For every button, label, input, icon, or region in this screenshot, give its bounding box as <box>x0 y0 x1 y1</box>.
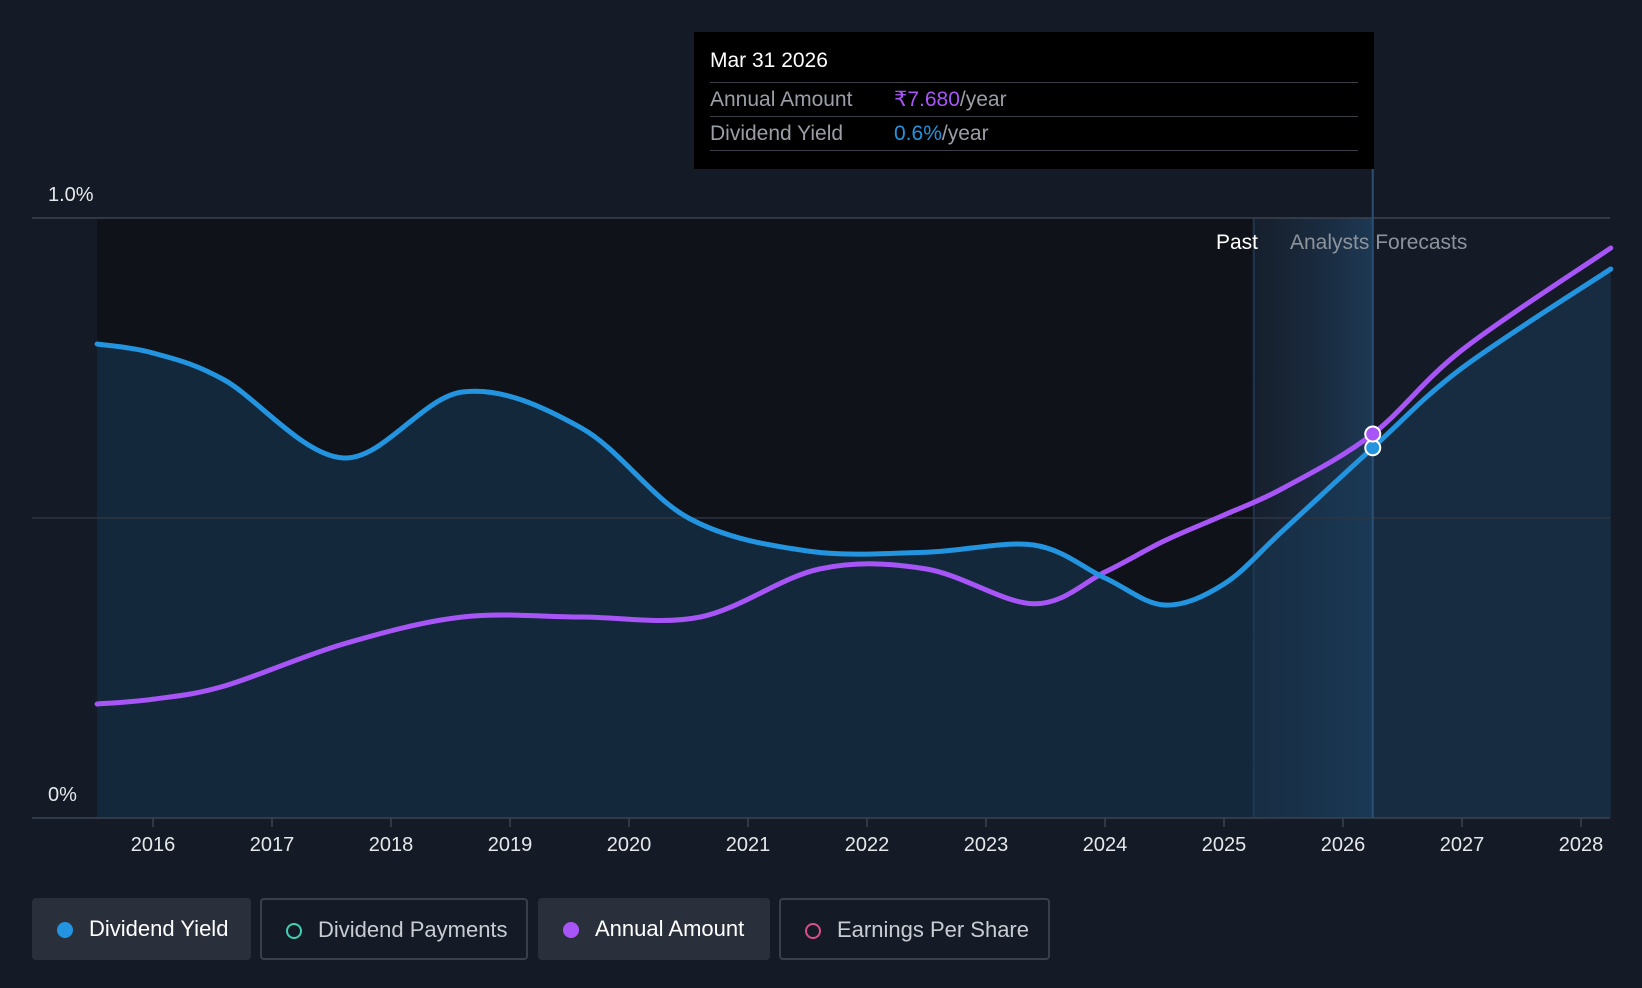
x-axis-ticks: 2016 2017 2018 2019 2020 2021 2022 2023 2024 2025… <box>131 818 1604 856</box>
chart-tooltip: Mar 31 2026 Annual Amount ₹7.680/year Div… <box>694 32 1374 169</box>
x-tick-label: 2023 <box>964 834 1009 856</box>
legend-label: Annual Amount <box>595 916 745 941</box>
dividend-yield-marker[interactable] <box>1364 439 1382 457</box>
tooltip-annual-amount-value: ₹7.680 <box>894 88 960 111</box>
x-tick-label: 2027 <box>1440 834 1485 856</box>
x-tick-label: 2024 <box>1083 834 1128 856</box>
legend-item-dividend-yield[interactable]: Dividend Yield <box>32 898 251 960</box>
dividend-yield-line <box>94 266 1614 608</box>
x-tick-label: 2018 <box>369 834 414 856</box>
x-tick-label: 2028 <box>1559 834 1604 856</box>
legend-item-annual-amount[interactable]: Annual Amount <box>538 898 770 960</box>
y-tick-label-top: 1.0% <box>48 184 94 206</box>
tooltip-date: Mar 31 2026 <box>710 46 1358 83</box>
tooltip-dividend-yield-row: Dividend Yield 0.6%/year <box>710 117 1358 151</box>
legend-label: Dividend Yield <box>89 916 229 941</box>
forecast-label: Analysts Forecasts <box>1290 231 1467 254</box>
annual-amount-marker[interactable] <box>1364 425 1382 443</box>
legend-dot-icon <box>286 923 302 939</box>
legend-item-earnings-per-share[interactable]: Earnings Per Share <box>779 898 1050 960</box>
y-tick-label-bottom: 0% <box>48 784 77 806</box>
legend-dot-icon <box>563 922 579 938</box>
x-tick-label: 2019 <box>488 834 533 856</box>
tooltip-annual-amount-label: Annual Amount <box>710 88 853 111</box>
annual-amount-line <box>94 245 1614 707</box>
dividend-yield-area <box>97 269 1611 818</box>
tooltip-annual-amount-unit: /year <box>959 88 1007 111</box>
x-tick-label: 2021 <box>726 834 771 856</box>
tooltip-annual-amount-row: Annual Amount ₹7.680/year <box>710 83 1358 117</box>
legend-item-dividend-payments[interactable]: Dividend Payments <box>260 898 528 960</box>
past-label: Past <box>1216 231 1258 254</box>
x-tick-label: 2025 <box>1202 834 1247 856</box>
x-tick-label: 2026 <box>1321 834 1366 856</box>
x-tick-label: 2017 <box>250 834 295 856</box>
legend-dot-icon <box>57 922 73 938</box>
x-tick-label: 2020 <box>607 834 652 856</box>
tooltip-dividend-yield-unit: /year <box>941 122 989 145</box>
x-tick-label: 2022 <box>845 834 890 856</box>
legend-label: Earnings Per Share <box>837 917 1029 942</box>
legend-dot-icon <box>805 923 821 939</box>
legend-label: Dividend Payments <box>318 917 508 942</box>
tooltip-dividend-yield-value: 0.6% <box>894 122 942 145</box>
x-tick-label: 2016 <box>131 834 176 856</box>
tooltip-dividend-yield-label: Dividend Yield <box>710 122 844 145</box>
